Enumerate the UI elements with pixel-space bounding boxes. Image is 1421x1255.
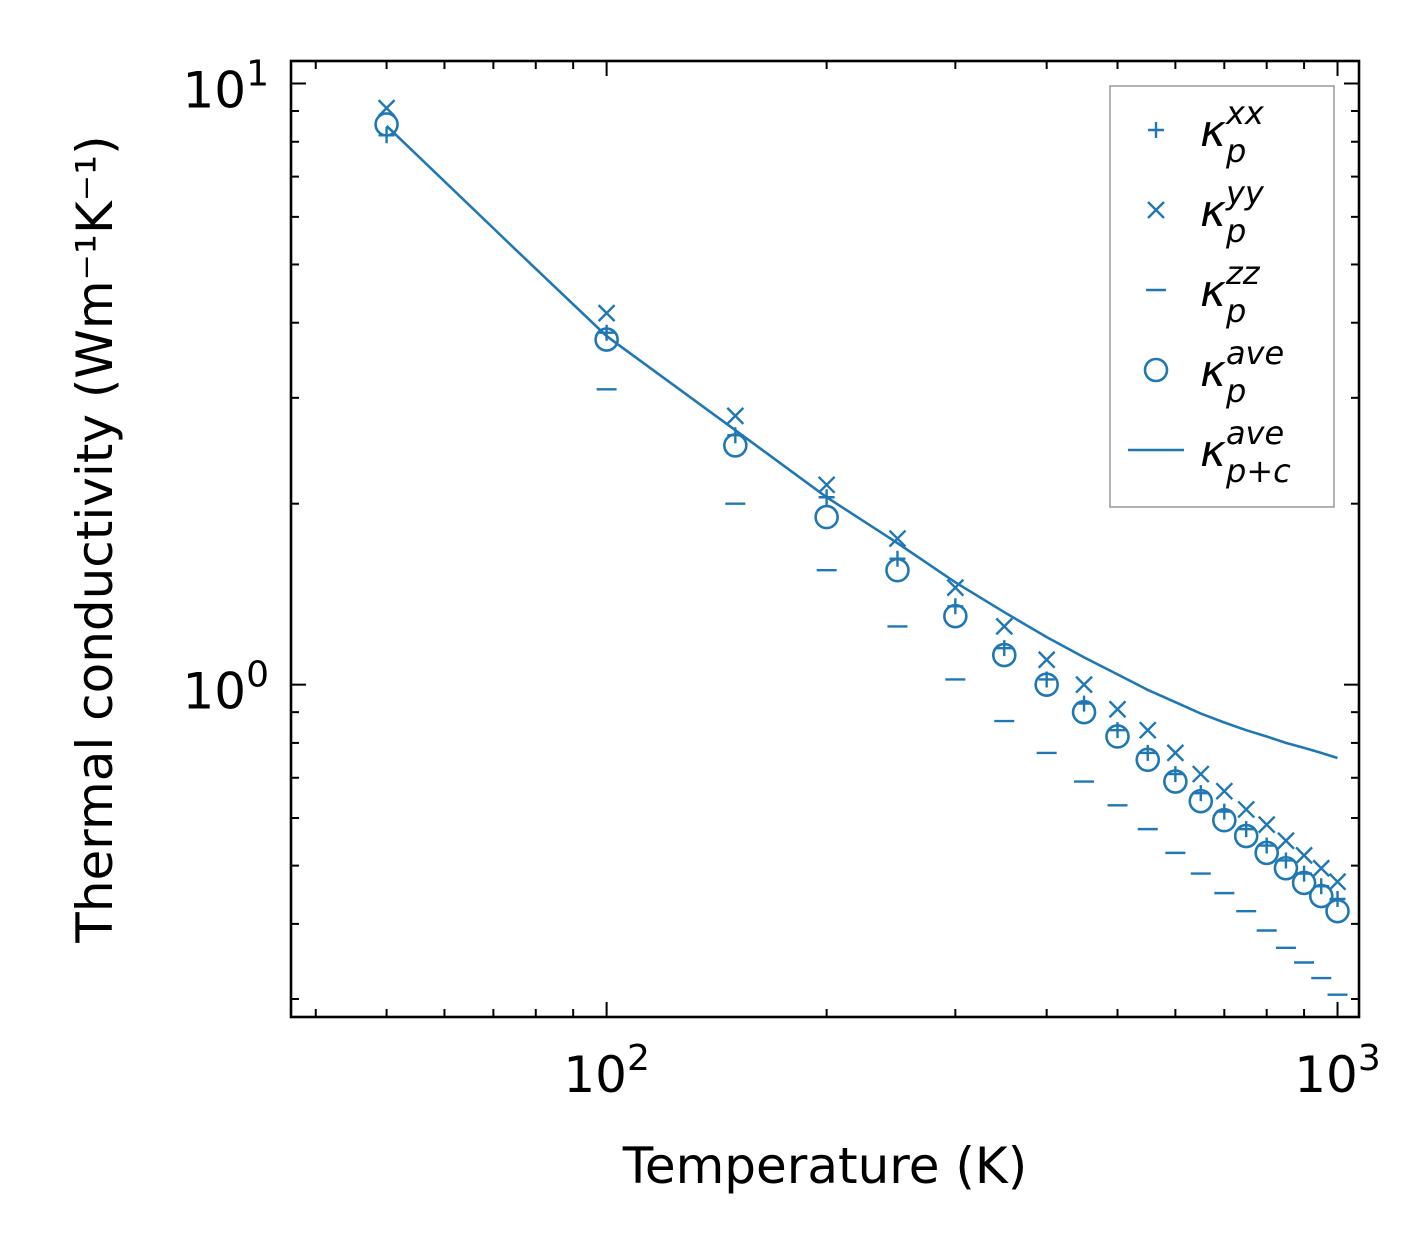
data-point [1105,724,1130,749]
data-point [1034,672,1059,697]
data-point [1291,870,1317,896]
data-point [1071,699,1097,725]
data-point [597,304,616,322]
data-point [1254,840,1279,866]
x-axis-title: Temperature (K) [622,1137,1027,1195]
data-point [1237,800,1256,819]
legend-entry: κzz p [1146,254,1261,330]
data-point [888,529,907,548]
axis-ticks [291,61,1359,1017]
data-point [1037,650,1056,669]
legend-label: κxx p [1200,94,1265,170]
legend-label: κave p+c [1200,414,1291,490]
data-point [1277,831,1295,850]
data-point [1277,852,1294,869]
data-point [374,112,399,137]
data-point [1212,807,1237,833]
data-point [1188,788,1214,814]
data-point [1167,766,1184,783]
data-point [1215,782,1234,801]
plot-frame [289,59,1361,1019]
data-point [1075,675,1093,694]
data-point [1138,721,1157,740]
data-point [1192,785,1209,802]
data-layer [374,99,1350,996]
legend-label: κzz p [1200,254,1261,330]
data-point [1108,700,1127,719]
data-point [991,642,1017,668]
x-tick-label: 102 [563,1038,650,1104]
legend-marker [1147,201,1165,219]
legend-entry: κyy p [1147,174,1265,250]
data-point [1166,744,1185,762]
legend-entry: κave p [1143,334,1284,410]
data-point [726,406,745,425]
legend-label: κyy p [1200,174,1265,250]
legend-box [1109,85,1335,508]
legend-label: κave p [1200,334,1284,410]
series-kappa_p^yy [377,99,1347,891]
series-line [385,124,1338,760]
data-point [817,475,836,494]
data-point [1233,823,1259,849]
tick-labels: 102 103 100 101 [182,53,1380,1104]
x-tick-label: 103 [1294,1038,1381,1104]
data-point [594,327,619,352]
data-point [1312,859,1331,878]
legend-entry: κave p+c [1128,414,1291,490]
data-point [1325,898,1350,924]
legend-entry: κxx p [1148,94,1265,170]
data-point [1328,872,1347,891]
data-point [943,603,968,629]
data-point [723,433,748,458]
data-point [1273,855,1299,881]
legend-marker [1143,357,1169,383]
data-point [1295,846,1313,865]
series-kappa_p^zz [596,388,1348,996]
data-point [814,504,839,530]
data-point [1258,837,1275,854]
data-point [885,557,910,583]
data-point [1163,769,1188,794]
data-point [995,617,1014,636]
data-point [1257,815,1276,834]
legend-marker [1148,122,1164,138]
series-kappa_p^ave [374,112,1350,924]
data-point [946,578,965,597]
y-tick-label: 100 [182,655,269,721]
series-kappa_p+c^ave [385,124,1338,760]
y-axis-title: Thermal conductivity (Wm⁻¹K⁻¹) [66,135,124,943]
data-point [1135,747,1161,773]
data-point [1308,883,1334,909]
y-tick-label: 101 [182,53,269,119]
data-point [1191,765,1210,783]
